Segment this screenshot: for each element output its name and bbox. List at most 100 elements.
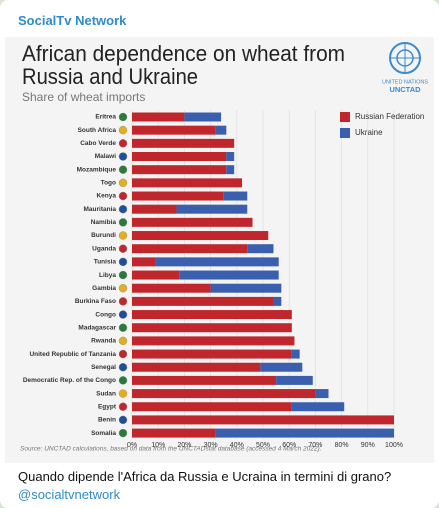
x-tick-label: 50% <box>256 442 270 449</box>
bar-segment <box>276 375 313 385</box>
x-tick-label: 80% <box>335 442 349 449</box>
bar-segment <box>132 257 156 267</box>
flag-icon <box>118 402 128 411</box>
bar-segment <box>132 138 235 148</box>
x-tick-label: 90% <box>361 442 375 449</box>
bar-segment <box>132 375 277 385</box>
flag-icon <box>118 218 128 227</box>
un-logo <box>389 42 421 74</box>
flag-icon <box>118 244 128 253</box>
bar-segment <box>132 323 292 333</box>
bar-segment <box>176 204 248 214</box>
bar-segment <box>291 349 300 359</box>
bar-segment <box>260 362 303 372</box>
x-tick-label: 40% <box>230 442 244 449</box>
caption: Quando dipende l'Africa da Russia e Ucra… <box>18 469 392 484</box>
flag-icon <box>118 349 128 359</box>
y-tick-label: Sudan <box>96 390 116 397</box>
y-tick-label: Eritrea <box>95 114 116 121</box>
bar-segment <box>132 362 261 372</box>
channel-link[interactable]: @socialtvnetwork <box>18 487 121 502</box>
flag-icon <box>118 284 128 293</box>
bar-segment <box>132 310 292 320</box>
flag-icon <box>118 191 128 201</box>
logo-text: UNITED NATIONS <box>382 79 428 85</box>
chart-title: African dependence on wheat from <box>22 41 345 66</box>
x-tick-label: 10% <box>151 442 165 449</box>
y-tick-label: Somalia <box>91 430 116 437</box>
y-tick-label: Tunisia <box>94 259 117 266</box>
flag-icon <box>118 165 128 174</box>
y-tick-label: Congo <box>95 311 116 318</box>
bar-segment <box>132 296 274 306</box>
flag-icon <box>118 363 128 372</box>
x-tick-label: 0% <box>127 442 137 449</box>
flag-icon <box>118 297 128 306</box>
bar-segment <box>132 270 180 280</box>
bar-segment <box>223 191 248 201</box>
bar-segment <box>215 428 394 438</box>
bar-segment <box>132 217 253 227</box>
x-tick-label: 70% <box>308 442 322 449</box>
x-tick-label: 100% <box>385 442 403 449</box>
flag-icon <box>118 257 128 267</box>
channel-name[interactable]: SocialTv Network <box>18 13 127 28</box>
chart-title: Russia and Ukraine <box>22 64 198 89</box>
legend-swatch <box>340 128 350 138</box>
bar-segment <box>132 125 216 135</box>
chart-subtitle: Share of wheat imports <box>22 90 145 104</box>
y-tick-label: United Republic of Tanzania <box>29 351 116 358</box>
bar-segment <box>132 244 248 254</box>
bar-segment <box>179 270 279 280</box>
flag-icon <box>118 336 128 346</box>
x-tick-label: 20% <box>177 442 191 449</box>
flag-icon <box>118 310 128 319</box>
bar-segment <box>247 244 274 254</box>
bar-segment <box>184 112 222 122</box>
y-tick-label: Mozambique <box>77 166 117 173</box>
flag-icon <box>118 428 128 438</box>
flag-icon <box>118 415 128 425</box>
y-tick-label: Gambia <box>92 285 116 292</box>
flag-icon <box>118 139 128 148</box>
y-tick-label: Libya <box>99 272 116 279</box>
flag-icon <box>118 112 128 122</box>
y-tick-label: Madagascar <box>78 324 116 331</box>
bar-segment <box>155 257 279 267</box>
bar-segment <box>273 296 282 306</box>
bar-segment <box>132 191 224 201</box>
flag-icon <box>118 152 128 161</box>
y-tick-label: Burundi <box>91 232 116 239</box>
flag-icon <box>118 231 128 240</box>
bar-segment <box>132 283 211 293</box>
bar-segment <box>215 125 227 135</box>
flag-icon <box>118 376 128 385</box>
bar-segment <box>132 402 292 412</box>
y-tick-label: Malawi <box>95 153 117 160</box>
bar-segment <box>132 165 227 175</box>
bar-segment <box>132 112 185 122</box>
bar-segment <box>132 152 227 162</box>
legend-label: Ukraine <box>355 128 383 137</box>
bar-segment <box>132 336 295 346</box>
y-tick-label: Egypt <box>98 403 117 410</box>
bar-segment <box>132 349 292 359</box>
flag-icon <box>118 389 128 398</box>
x-tick-label: 30% <box>204 442 218 449</box>
flag-icon <box>118 178 128 188</box>
y-tick-label: Namibia <box>91 219 117 226</box>
y-tick-label: Benin <box>98 417 116 424</box>
y-tick-label: Senegal <box>91 364 116 371</box>
y-tick-label: Uganda <box>92 245 116 252</box>
chart: African dependence on wheat from Russia … <box>5 37 434 463</box>
flag-icon <box>118 323 128 332</box>
bar-segment <box>132 204 177 214</box>
y-tick-label: Kenya <box>96 193 116 200</box>
y-tick-label: Togo <box>101 180 116 187</box>
source-note: Source: UNCTAD calculations, based on da… <box>20 446 322 453</box>
bar-segment <box>132 178 243 188</box>
flag-icon <box>118 204 128 214</box>
legend-swatch <box>340 112 350 122</box>
bar-segment <box>132 428 216 438</box>
